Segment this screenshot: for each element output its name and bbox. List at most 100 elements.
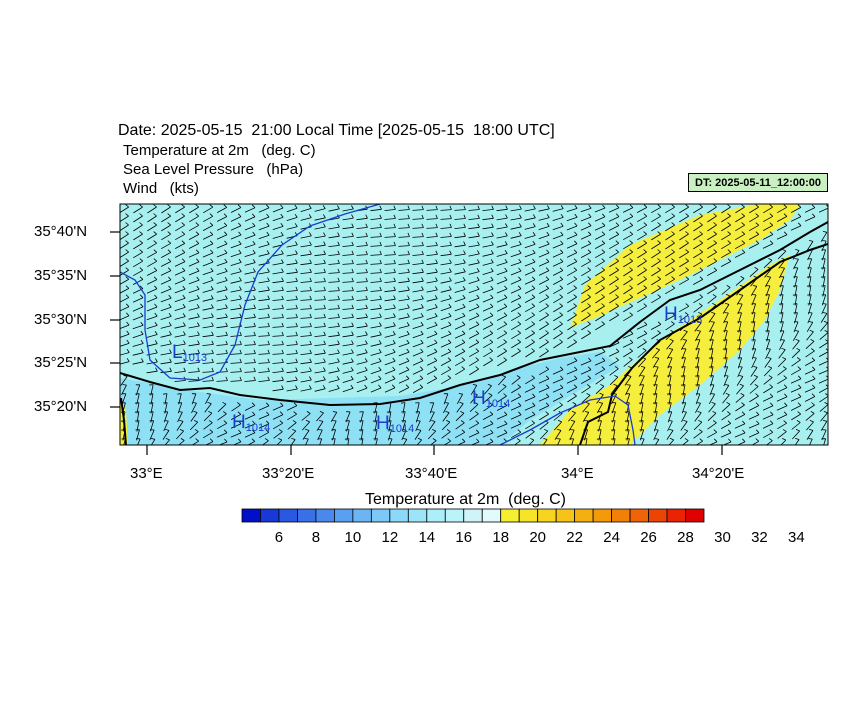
wind-barb bbox=[637, 231, 647, 241]
lon-label-34e: 34°E bbox=[561, 465, 594, 482]
wind-barb bbox=[188, 267, 200, 276]
wind-barb bbox=[735, 204, 745, 214]
wind-barb bbox=[384, 357, 396, 366]
wind-barb bbox=[189, 222, 200, 232]
wind-barb bbox=[331, 438, 336, 445]
wind-barb bbox=[776, 393, 788, 402]
wind-barb bbox=[595, 240, 606, 249]
wind-barb bbox=[244, 204, 256, 213]
wind-barb bbox=[524, 276, 536, 285]
wind-barb bbox=[552, 249, 564, 258]
wind-barb bbox=[454, 330, 466, 339]
wind-barb bbox=[567, 285, 577, 295]
wind-barb bbox=[401, 429, 407, 441]
wind-barb bbox=[623, 231, 634, 241]
wind-barb bbox=[258, 367, 270, 373]
wind-barb bbox=[679, 312, 689, 322]
wind-barb bbox=[188, 322, 200, 329]
wind-barb bbox=[468, 429, 480, 438]
wind-barb bbox=[623, 348, 633, 358]
wind-barb bbox=[286, 349, 298, 355]
wind-barb bbox=[174, 276, 186, 285]
wind-barb bbox=[202, 358, 214, 364]
wind-barb bbox=[160, 303, 172, 312]
wind-barb bbox=[426, 286, 438, 293]
wind-barb bbox=[566, 249, 578, 258]
wind-barb bbox=[258, 349, 270, 355]
wind-barb bbox=[342, 295, 354, 301]
wind-barb bbox=[637, 240, 647, 250]
wind-barb bbox=[398, 366, 410, 375]
wind-barb bbox=[736, 294, 744, 305]
wind-barb bbox=[188, 231, 200, 240]
wind-barb bbox=[440, 232, 452, 238]
wind-barb bbox=[735, 213, 745, 223]
colorbar-tick-label: 12 bbox=[381, 529, 399, 546]
wind-barb bbox=[398, 339, 410, 348]
wind-barb bbox=[454, 214, 466, 220]
wind-barb bbox=[356, 241, 368, 247]
wind-barb bbox=[426, 268, 438, 275]
wind-barb bbox=[286, 358, 298, 364]
wind-barb bbox=[121, 384, 127, 396]
wind-barb bbox=[216, 249, 228, 258]
wind-barb bbox=[454, 268, 466, 275]
wind-barb bbox=[398, 241, 410, 247]
wind-barb bbox=[581, 276, 591, 286]
wind-barb bbox=[314, 268, 326, 274]
wind-barb bbox=[272, 295, 284, 301]
wind-barb bbox=[440, 348, 452, 357]
wind-barb bbox=[792, 339, 800, 350]
wind-barb bbox=[328, 384, 340, 392]
wind-barb bbox=[790, 204, 802, 213]
wind-barb bbox=[580, 204, 592, 213]
wind-barb bbox=[482, 429, 494, 438]
wind-barb bbox=[384, 384, 396, 393]
wind-barb bbox=[133, 231, 143, 241]
wind-barb bbox=[567, 330, 577, 340]
wind-barb bbox=[175, 231, 186, 241]
wind-barb bbox=[356, 277, 368, 283]
wind-barb bbox=[609, 374, 619, 386]
wind-barb bbox=[582, 411, 590, 422]
wind-barb bbox=[247, 438, 256, 445]
wind-barb bbox=[314, 367, 326, 374]
wind-barb bbox=[188, 258, 200, 267]
wind-barb bbox=[412, 232, 424, 238]
wind-barb bbox=[146, 303, 158, 312]
wind-barb bbox=[654, 438, 660, 445]
wind-barb bbox=[398, 313, 410, 320]
wind-barb bbox=[440, 312, 452, 321]
wind-barb bbox=[370, 268, 382, 274]
lon-label-34-20e: 34°20'E bbox=[692, 465, 745, 482]
wind-barb bbox=[791, 347, 801, 359]
wind-barb bbox=[808, 438, 813, 445]
wind-barb bbox=[120, 222, 129, 232]
wind-barb bbox=[469, 420, 480, 430]
wind-barb bbox=[160, 331, 172, 338]
wind-barb bbox=[484, 383, 492, 395]
wind-barb bbox=[427, 375, 438, 384]
wind-barb bbox=[314, 241, 326, 248]
wind-barb bbox=[160, 294, 172, 303]
wind-barb bbox=[244, 349, 256, 355]
colorbar-swatch bbox=[500, 508, 520, 523]
wind-barb bbox=[777, 375, 787, 385]
wind-barb bbox=[191, 402, 197, 414]
wind-barb bbox=[748, 411, 760, 420]
wind-barb bbox=[524, 294, 536, 303]
wind-barb bbox=[693, 294, 703, 304]
wind-barb bbox=[777, 429, 787, 439]
wind-barb bbox=[412, 348, 424, 357]
wind-barb bbox=[510, 420, 522, 429]
wind-barb bbox=[328, 223, 340, 230]
wind-barb bbox=[272, 340, 284, 346]
wind-barb bbox=[707, 429, 718, 439]
wind-barb bbox=[805, 339, 815, 349]
wind-barb bbox=[175, 222, 185, 232]
wind-barb bbox=[538, 222, 550, 230]
wind-barb bbox=[300, 367, 312, 374]
wind-barb bbox=[820, 420, 828, 431]
wind-barb bbox=[286, 304, 298, 310]
wind-barb bbox=[483, 393, 493, 403]
